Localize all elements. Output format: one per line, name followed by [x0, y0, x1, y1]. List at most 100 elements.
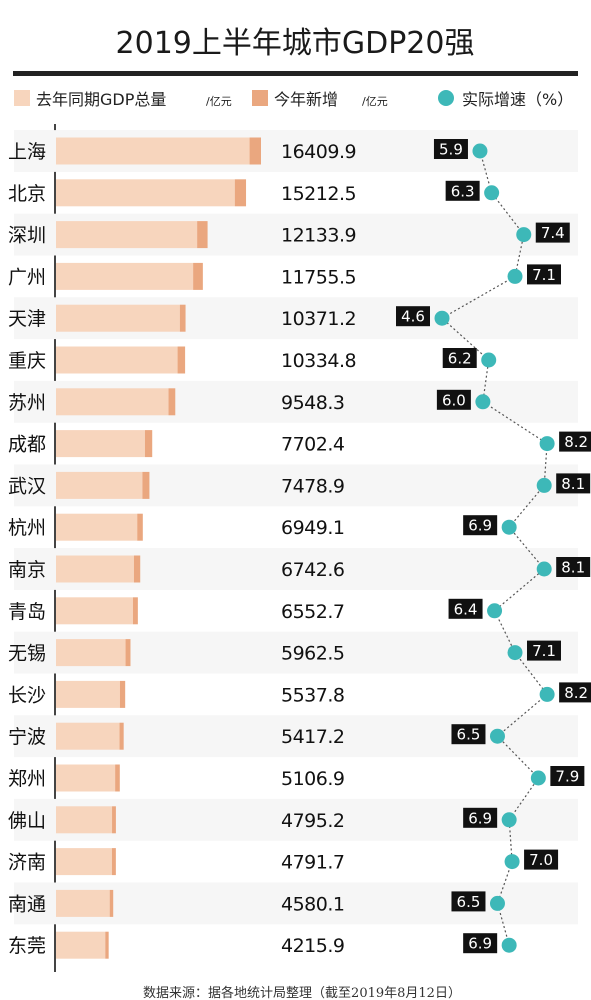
bar-prev-year	[56, 471, 143, 499]
rate-label: 6.9	[468, 935, 492, 953]
rate-label-box	[556, 557, 591, 577]
city-label: 南京	[8, 559, 46, 581]
rate-label: 8.1	[561, 559, 585, 577]
bar-new-increase	[133, 555, 141, 583]
rate-label: 8.1	[561, 475, 585, 493]
city-label: 宁波	[8, 726, 46, 748]
city-label: 重庆	[8, 350, 46, 372]
bar-new-increase	[179, 304, 186, 332]
gdp-value-label: 7478.9	[281, 475, 344, 497]
city-label: 苏州	[8, 392, 46, 414]
rate-label: 7.4	[541, 224, 565, 242]
rate-label: 8.2	[564, 684, 588, 702]
rate-dot	[472, 143, 488, 159]
city-label: 青岛	[8, 601, 46, 623]
bar-prev-year	[56, 513, 138, 541]
gdp-value-label: 9548.3	[281, 392, 344, 414]
rate-label-box	[559, 682, 591, 703]
bar-new-increase	[132, 597, 138, 625]
chart-title: 2019上半年城市GDP20强	[116, 26, 475, 61]
legend-rate-dot	[438, 90, 454, 106]
rate-dot	[507, 645, 523, 661]
city-label: 东莞	[8, 935, 46, 957]
rate-label-box	[448, 598, 483, 619]
rate-dot	[516, 227, 532, 243]
source-footer: 数据来源：据各地统计局整理（截至2019年8月12日）	[143, 985, 461, 1000]
city-label: 济南	[8, 852, 46, 874]
rate-label: 6.9	[468, 809, 492, 827]
rate-label: 4.6	[401, 308, 425, 326]
rate-label-box	[556, 473, 591, 494]
city-label: 长沙	[8, 684, 46, 706]
city-label: 南通	[8, 893, 46, 915]
rate-label: 6.5	[457, 893, 481, 911]
gdp-value-label: 5962.5	[281, 643, 344, 665]
legend: 去年同期GDP总量 /亿元 今年新增 /亿元 实际增速（%）	[14, 90, 573, 109]
rate-dot	[501, 519, 517, 535]
rate-label: 7.0	[529, 851, 553, 869]
rate-label: 8.2	[564, 433, 588, 451]
rate-dot	[434, 310, 450, 326]
bar-new-increase	[249, 137, 261, 165]
bar-new-increase	[144, 430, 153, 458]
rate-dot	[530, 770, 546, 786]
rate-label-box	[527, 640, 561, 661]
city-label: 上海	[8, 141, 46, 163]
bar-new-increase	[119, 680, 126, 708]
rate-label: 7.1	[532, 266, 556, 284]
legend-new-swatch	[252, 90, 268, 106]
gdp-value-label: 16409.9	[281, 141, 356, 163]
rate-label: 6.9	[468, 517, 492, 535]
bar-new-increase	[105, 931, 109, 959]
rate-dot	[475, 394, 491, 410]
bar-new-increase	[177, 346, 186, 374]
rate-label: 6.4	[454, 600, 478, 618]
bar-prev-year	[56, 346, 178, 374]
rate-label: 7.1	[532, 642, 556, 660]
bar-prev-year	[56, 430, 145, 458]
bar-new-increase	[137, 513, 143, 541]
rate-label: 6.2	[448, 350, 472, 368]
gdp-value-label: 4580.1	[281, 893, 344, 915]
rate-dot	[539, 686, 555, 702]
rate-label-box	[550, 766, 585, 786]
rate-dot	[501, 937, 517, 953]
bar-prev-year	[56, 639, 126, 667]
gdp-value-label: 6552.7	[281, 601, 344, 623]
title-rule	[13, 71, 578, 76]
bar-new-increase	[142, 471, 150, 499]
bar-prev-year	[56, 889, 110, 917]
city-label: 杭州	[8, 517, 46, 539]
bar-new-increase	[115, 764, 120, 792]
bar-new-increase	[234, 179, 247, 207]
rate-label-box	[433, 139, 468, 159]
rate-dot	[507, 268, 523, 284]
rate-dot	[504, 854, 520, 870]
bar-new-increase	[112, 806, 116, 834]
bar-prev-year	[56, 597, 133, 625]
chart-rows: 上海 16409.9 北京 15212.5 深圳 12133.9 广州 11755.5 天津 10…	[8, 130, 578, 959]
rate-label-box	[442, 348, 477, 368]
bar-new-increase	[109, 889, 114, 917]
rate-dot	[536, 561, 552, 577]
rate-label: 6.5	[457, 726, 481, 744]
city-label: 北京	[8, 183, 46, 205]
gdp-value-label: 6949.1	[281, 517, 344, 539]
legend-prev-swatch	[14, 90, 30, 106]
rate-dot	[539, 436, 555, 452]
gdp-value-label: 10371.2	[281, 308, 356, 330]
gdp-value-label: 7702.4	[281, 434, 345, 456]
city-label: 无锡	[8, 643, 46, 665]
legend-prev-unit: /亿元	[206, 95, 232, 108]
bar-prev-year	[56, 137, 250, 165]
gdp-value-label: 6742.6	[281, 559, 344, 581]
rate-label-box	[396, 306, 430, 327]
rate-dot	[481, 352, 497, 368]
bar-prev-year	[56, 722, 120, 750]
rate-label: 5.9	[439, 141, 463, 159]
gdp-value-label: 15212.5	[281, 183, 356, 205]
gdp-value-label: 4795.2	[281, 810, 344, 832]
legend-new-label: 今年新增	[274, 90, 338, 109]
bar-prev-year	[56, 806, 113, 834]
